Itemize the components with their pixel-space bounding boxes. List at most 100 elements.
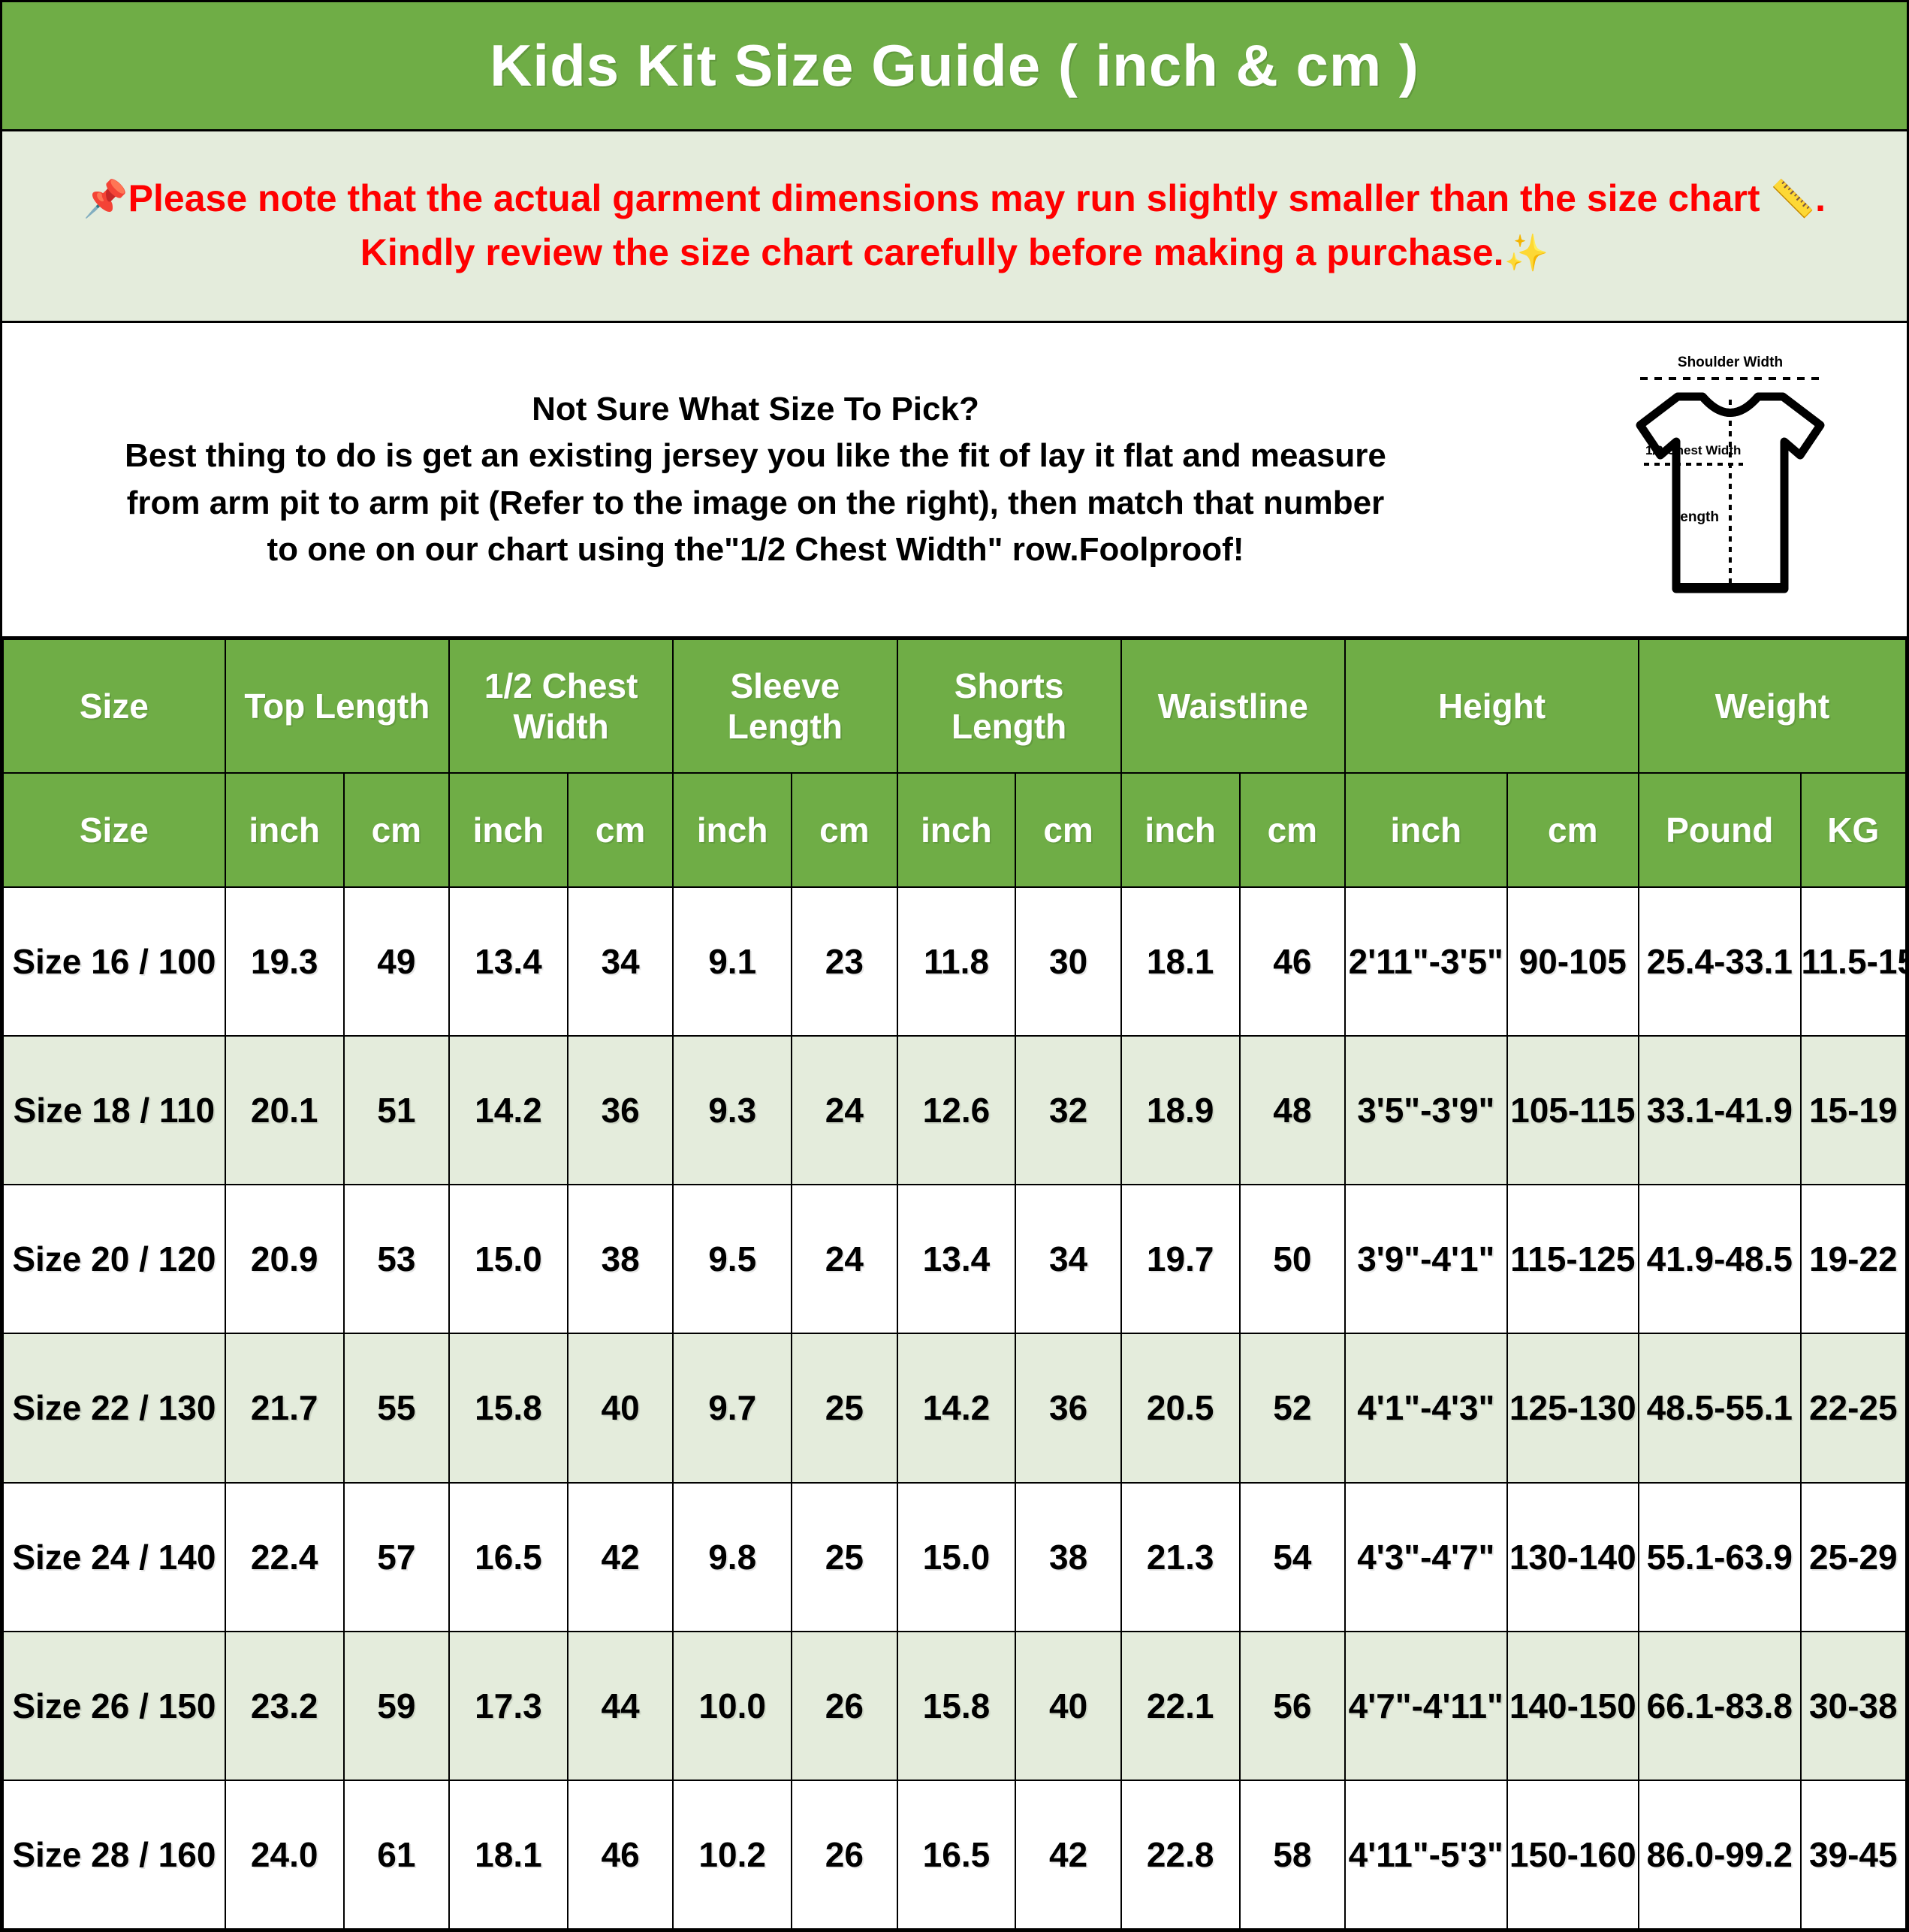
table-cell: 86.0-99.2: [1637, 1779, 1802, 1930]
chest-width-label: 1/2 Chest Width: [1645, 443, 1741, 457]
table-cell: 55.1-63.9: [1637, 1481, 1802, 1632]
table-cell: 50: [1238, 1184, 1347, 1335]
shoulder-width-label: Shoulder Width: [1678, 355, 1783, 370]
pushpin-icon: 📌: [83, 180, 128, 220]
unit-top-length-cm: cm: [342, 772, 451, 888]
row-size-label: Size 22 / 130: [2, 1333, 226, 1484]
help-block: Not Sure What Size To Pick? Best thing t…: [2, 323, 1907, 638]
size-chart-table: Size Top Length 1/2 Chest Width Sleeve L…: [2, 638, 1909, 1930]
table-cell: 46: [1238, 886, 1347, 1037]
table-cell: 22-25: [1799, 1333, 1907, 1484]
help-text: Not Sure What Size To Pick? Best thing t…: [2, 386, 1591, 574]
table-cell: 22.8: [1120, 1779, 1241, 1930]
row-size-label: Size 28 / 160: [2, 1779, 226, 1930]
table-cell: 57: [342, 1481, 451, 1632]
table-cell: 17.3: [448, 1630, 568, 1781]
row-size-label: Size 16 / 100: [2, 886, 226, 1037]
row-size-label: Size 26 / 150: [2, 1630, 226, 1781]
help-heading: Not Sure What Size To Pick?: [532, 390, 979, 427]
length-label: Length: [1672, 509, 1719, 525]
title-bar: Kids Kit Size Guide ( inch & cm ): [2, 2, 1907, 131]
unit-weight-kg: KG: [1799, 772, 1907, 888]
table-cell: 38: [1015, 1481, 1122, 1632]
table-cell: 56: [1238, 1630, 1347, 1781]
table-cell: 15.8: [896, 1630, 1017, 1781]
table-cell: 46: [566, 1779, 674, 1930]
table-row: Size 24 / 140 22.4 57 16.5 42 9.8 25 15.0 38 21.3…: [2, 1481, 1907, 1632]
table-row: Size 18 / 110 20.1 51 14.2 36 9.3 24 12.6 32 18.9…: [2, 1035, 1907, 1186]
table-cell: 14.2: [896, 1333, 1017, 1484]
table-cell: 53: [342, 1184, 451, 1335]
table-cell: 16.5: [448, 1481, 568, 1632]
unit-waistline-inch: inch: [1120, 772, 1241, 888]
row-size-label: Size 18 / 110: [2, 1035, 226, 1186]
table-cell: 24: [791, 1035, 898, 1186]
table-cell: 25-29: [1799, 1481, 1907, 1632]
table-cell: 49: [342, 886, 451, 1037]
unit-height-cm: cm: [1506, 772, 1639, 888]
ruler-icon: 📏: [1770, 180, 1816, 220]
header-height: Height: [1344, 638, 1639, 774]
table-cell: 130-140: [1506, 1481, 1639, 1632]
table-cell: 3'9"-4'1": [1344, 1184, 1508, 1335]
table-row: Size 26 / 150 23.2 59 17.3 44 10.0 26 15.8 40 22.…: [2, 1630, 1907, 1781]
row-size-label: Size 20 / 120: [2, 1184, 226, 1335]
table-cell: 18.9: [1120, 1035, 1241, 1186]
table-cell: 105-115: [1506, 1035, 1639, 1186]
table-cell: 20.1: [224, 1035, 345, 1186]
table-cell: 19-22: [1799, 1184, 1907, 1335]
table-cell: 23.2: [224, 1630, 345, 1781]
unit-chest-cm: cm: [566, 772, 674, 888]
table-cell: 22.4: [224, 1481, 345, 1632]
header-shorts-length: Shorts Length: [896, 638, 1122, 774]
table-cell: 140-150: [1506, 1630, 1639, 1781]
table-cell: 42: [566, 1481, 674, 1632]
table-cell: 9.5: [672, 1184, 793, 1335]
table-cell: 41.9-48.5: [1637, 1184, 1802, 1335]
header-half-chest-width: 1/2 Chest Width: [448, 638, 674, 774]
row-size-label: Size 24 / 140: [2, 1481, 226, 1632]
unit-chest-inch: inch: [448, 772, 568, 888]
header-weight: Weight: [1637, 638, 1907, 774]
table-cell: 26: [791, 1779, 898, 1930]
table-cell: 19.3: [224, 886, 345, 1037]
table-cell: 12.6: [896, 1035, 1017, 1186]
table-cell: 61: [342, 1779, 451, 1930]
notice-line-2-text: Kindly review the size chart carefully b…: [360, 231, 1504, 273]
table-cell: 51: [342, 1035, 451, 1186]
header-top-length: Top Length: [224, 638, 451, 774]
page-title: Kids Kit Size Guide ( inch & cm ): [490, 32, 1419, 98]
table-cell: 9.3: [672, 1035, 793, 1186]
unit-shorts-inch: inch: [896, 772, 1017, 888]
table-cell: 25: [791, 1481, 898, 1632]
table-cell: 34: [1015, 1184, 1122, 1335]
table-cell: 48.5-55.1: [1637, 1333, 1802, 1484]
table-cell: 13.4: [448, 886, 568, 1037]
table-cell: 30: [1015, 886, 1122, 1037]
table-cell: 21.7: [224, 1333, 345, 1484]
table-cell: 15-19: [1799, 1035, 1907, 1186]
table-cell: 150-160: [1506, 1779, 1639, 1930]
table-row: Size 16 / 100 19.3 49 13.4 34 9.1 23 11.8 30 18.1…: [2, 886, 1909, 1037]
table-cell: 25.4-33.1: [1637, 886, 1802, 1037]
unit-shorts-cm: cm: [1015, 772, 1122, 888]
table-cell: 26: [791, 1630, 898, 1781]
table-cell: 4'3"-4'7": [1344, 1481, 1508, 1632]
table-cell: 48: [1238, 1035, 1347, 1186]
help-line-2: from arm pit to arm pit (Refer to the im…: [126, 484, 1385, 521]
table-cell: 40: [1015, 1630, 1122, 1781]
tshirt-measurement-svg: Shoulder Width 1/2 Chest Width Length: [1636, 355, 1825, 593]
table-cell: 125-130: [1506, 1333, 1639, 1484]
header-sleeve-length: Sleeve Length: [672, 638, 898, 774]
help-line-3: to one on our chart using the"1/2 Chest …: [267, 530, 1244, 568]
table-cell: 10.2: [672, 1779, 793, 1930]
table-cell: 2'11"-3'5": [1344, 886, 1508, 1037]
table-cell: 40: [566, 1333, 674, 1484]
table-cell: 9.7: [672, 1333, 793, 1484]
table-cell: 34: [566, 886, 674, 1037]
unit-sleeve-cm: cm: [791, 772, 898, 888]
unit-sleeve-inch: inch: [672, 772, 793, 888]
table-cell: 52: [1238, 1333, 1347, 1484]
table-cell: 32: [1015, 1035, 1122, 1186]
table-cell: 18.1: [448, 1779, 568, 1930]
